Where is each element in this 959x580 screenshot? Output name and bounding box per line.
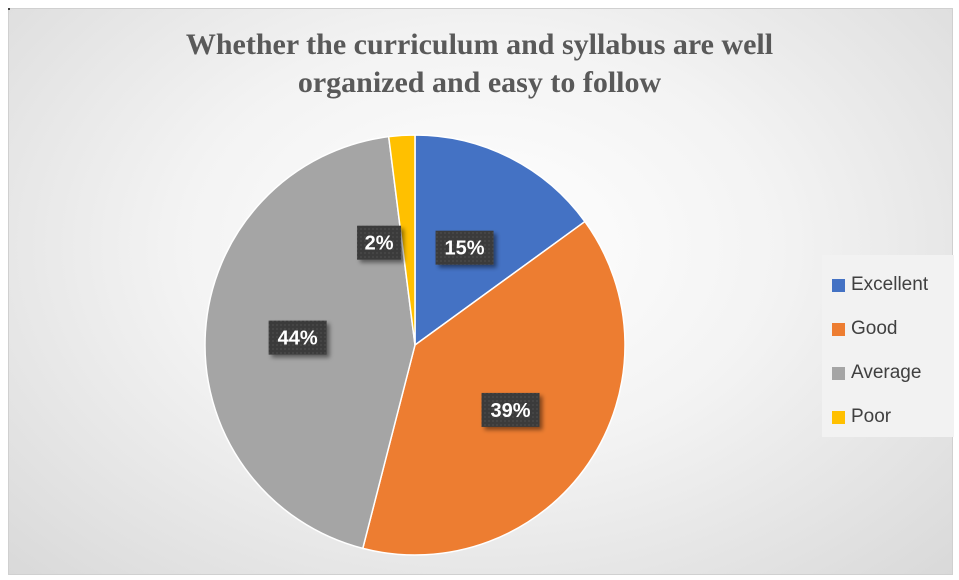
data-label-text: 44% (278, 328, 318, 350)
data-label-text: 39% (491, 400, 531, 422)
legend-item-good: Good (822, 307, 954, 351)
data-label-text: 15% (445, 238, 485, 260)
legend-item-poor: Poor (822, 395, 954, 439)
legend-label: Poor (851, 406, 892, 427)
legend: Excellent Good Average Poor (822, 255, 954, 437)
pie-slice-good (361, 220, 626, 556)
legend-label: Excellent (851, 274, 929, 295)
data-label-good: 39% (481, 392, 540, 427)
legend-item-average: Average (822, 351, 954, 395)
legend-item-excellent: Excellent (822, 263, 954, 307)
legend-label: Average (851, 362, 922, 383)
legend-swatch (832, 366, 845, 380)
legend-swatch (832, 322, 845, 336)
data-label-poor: 2% (357, 225, 402, 260)
chart-title: Whether the curriculum and syllabus are … (0, 26, 959, 102)
chart-title-line-1: Whether the curriculum and syllabus are … (185, 28, 774, 61)
pie-slice-poor (387, 134, 416, 346)
pie-slice-excellent (414, 134, 586, 347)
corner-mark (8, 8, 10, 10)
chart-title-line-2: organized and easy to follow (297, 66, 662, 99)
legend-swatch (832, 278, 845, 292)
data-label-excellent: 15% (435, 230, 494, 265)
data-label-average: 44% (268, 320, 327, 355)
data-label-text: 2% (365, 233, 394, 255)
legend-label: Good (851, 318, 898, 339)
legend-swatch (832, 410, 845, 424)
